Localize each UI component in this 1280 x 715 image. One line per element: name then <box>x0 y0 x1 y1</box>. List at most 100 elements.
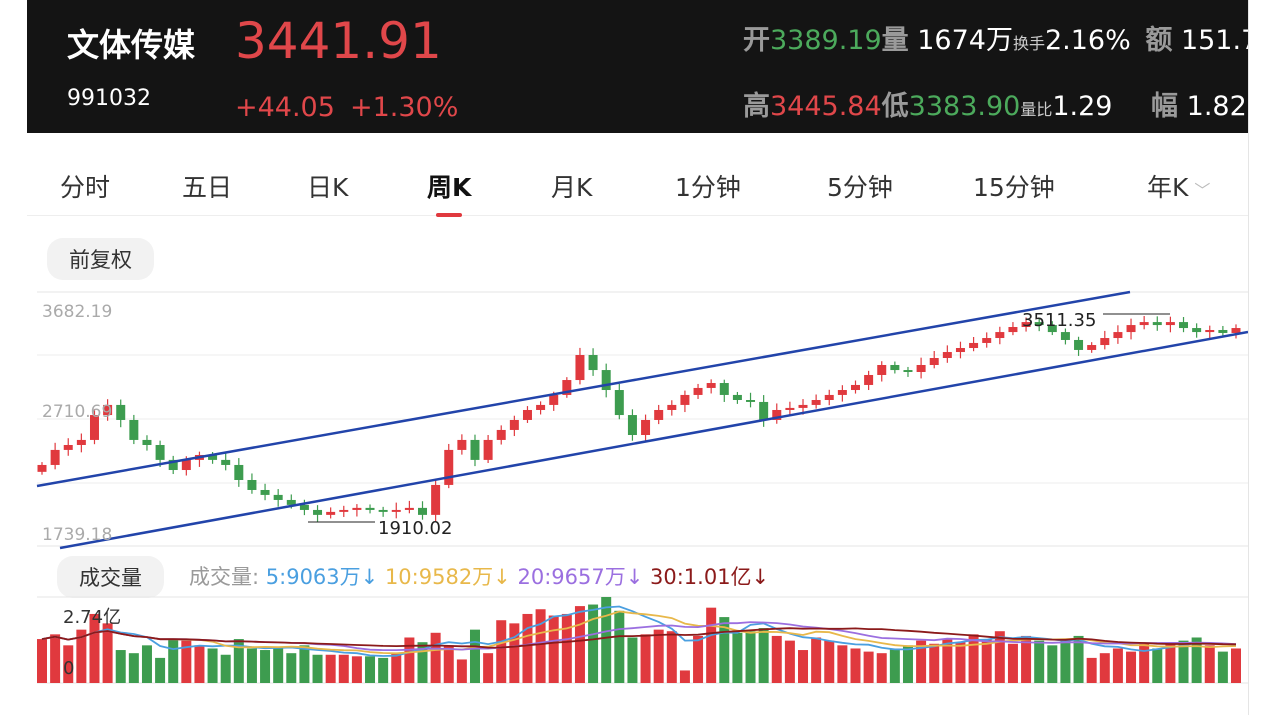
tab-yearly-k[interactable]: 年K ﹀ <box>1147 168 1210 204</box>
tab-5min[interactable]: 5分钟 <box>827 173 893 202</box>
volume-bar <box>299 645 310 683</box>
amplitude-label: 幅 <box>1151 91 1179 122</box>
tab-monthly-k[interactable]: 月K <box>551 173 593 202</box>
stats-row-2: 高3445.84低3383.90量比1.29 幅 1.82% <box>743 84 1272 123</box>
volume-bar <box>155 657 166 683</box>
volume-bar <box>220 654 231 683</box>
volume-bar <box>1152 648 1163 683</box>
candle-body <box>1165 322 1175 326</box>
volume-bar <box>1204 645 1215 683</box>
volume-bar <box>771 635 782 683</box>
volume-bar <box>483 653 494 683</box>
candle-body <box>837 390 847 395</box>
candle-body <box>1100 338 1110 346</box>
candle-body <box>1126 325 1136 333</box>
volume-ratio-label: 量比 <box>1020 100 1053 119</box>
volume-ratio-value: 1.29 <box>1052 91 1113 122</box>
candle-body <box>142 439 152 445</box>
volume-bar <box>1231 648 1241 683</box>
candle-body <box>864 374 874 385</box>
candle-body <box>391 509 401 512</box>
volume-bar <box>601 597 612 683</box>
candle-body <box>352 507 362 510</box>
volume-bar <box>168 639 179 683</box>
open-value: 3389.19 <box>770 25 882 56</box>
volume-bar <box>719 617 730 683</box>
candle-body <box>982 338 992 343</box>
tab-15min[interactable]: 15分钟 <box>973 173 1055 202</box>
volume-label: 量 <box>881 25 909 56</box>
ma5-legend: 5:9063万↓ <box>265 565 379 589</box>
candle-body <box>627 415 637 436</box>
candle-body <box>37 464 47 472</box>
volume-indicator-button[interactable]: 成交量 <box>57 556 164 598</box>
candle-body <box>522 409 532 420</box>
candle-body <box>536 404 546 410</box>
candle-body <box>601 370 611 391</box>
volume-bar <box>706 607 717 683</box>
candle-body <box>706 383 716 388</box>
volume-bar <box>614 610 625 683</box>
volume-bar <box>1112 648 1123 683</box>
volume-bar <box>1099 653 1110 683</box>
volume-bar <box>1165 643 1176 683</box>
candle-body <box>273 494 283 500</box>
candle-body <box>1113 332 1123 339</box>
quote-header: 文体传媒 991032 3441.91 +44.05 +1.30% 开3389.… <box>27 0 1272 133</box>
volume-bar <box>850 648 861 683</box>
candle-body <box>680 394 690 405</box>
volume-bar <box>679 670 690 683</box>
tab-weekly-k[interactable]: 周K <box>427 168 471 217</box>
candle-body <box>181 459 191 471</box>
volume-bar <box>63 645 74 683</box>
volume-bar <box>784 640 795 683</box>
tab-1min[interactable]: 1分钟 <box>675 173 741 202</box>
candle-body <box>444 449 454 485</box>
volume-bar <box>798 650 809 683</box>
tab-intraday[interactable]: 分时 <box>60 173 111 202</box>
tab-five-day[interactable]: 五日 <box>182 173 233 202</box>
volume-bar <box>469 629 480 683</box>
tab-yearly-k-label: 年K <box>1147 173 1189 202</box>
grid <box>37 291 1248 684</box>
volume-bar <box>916 640 927 683</box>
candle-body <box>746 400 756 402</box>
candle-body <box>1192 328 1202 333</box>
volume-bar <box>732 632 743 683</box>
adjust-button[interactable]: 前复权 <box>47 238 154 280</box>
candle-body <box>732 394 742 401</box>
volume-bar <box>561 613 572 683</box>
candle-body <box>89 415 99 440</box>
volume-bar <box>391 653 402 683</box>
volume-bar <box>194 645 205 683</box>
volume-bar <box>102 623 113 683</box>
price-axis-bottom: 1739.18 <box>42 525 112 545</box>
volume-bar <box>37 639 47 683</box>
kline-chart[interactable]: 3682.19 2710.69 1739.18 3511.35 1910.02 … <box>0 0 1248 715</box>
ma10-legend: 10:9582万↓ <box>384 565 511 589</box>
candle-body <box>1218 329 1228 333</box>
volume-bar <box>653 629 664 683</box>
candle-body <box>234 464 244 480</box>
tab-daily-k[interactable]: 日K <box>307 173 349 202</box>
price-axis-top: 3682.19 <box>42 302 112 322</box>
candle-body <box>1139 322 1149 326</box>
volume-bar <box>994 631 1005 683</box>
volume-bar <box>1086 657 1097 683</box>
candle-body <box>562 380 572 395</box>
candle-body <box>719 383 729 395</box>
volume-bar <box>141 645 152 683</box>
candle-body <box>575 355 585 381</box>
candle-body <box>969 342 979 349</box>
candle-body <box>129 419 139 440</box>
candle-body <box>614 390 624 416</box>
volume-bar <box>837 645 848 683</box>
amount-value: 151.7 <box>1180 25 1259 56</box>
low-value: 3383.90 <box>908 91 1021 122</box>
candle-body <box>1152 322 1162 326</box>
volume-bar <box>286 653 297 683</box>
candle-body <box>299 504 309 510</box>
volume-bar <box>76 629 87 683</box>
volume-bar <box>338 654 349 683</box>
volume-bar <box>1007 643 1018 683</box>
